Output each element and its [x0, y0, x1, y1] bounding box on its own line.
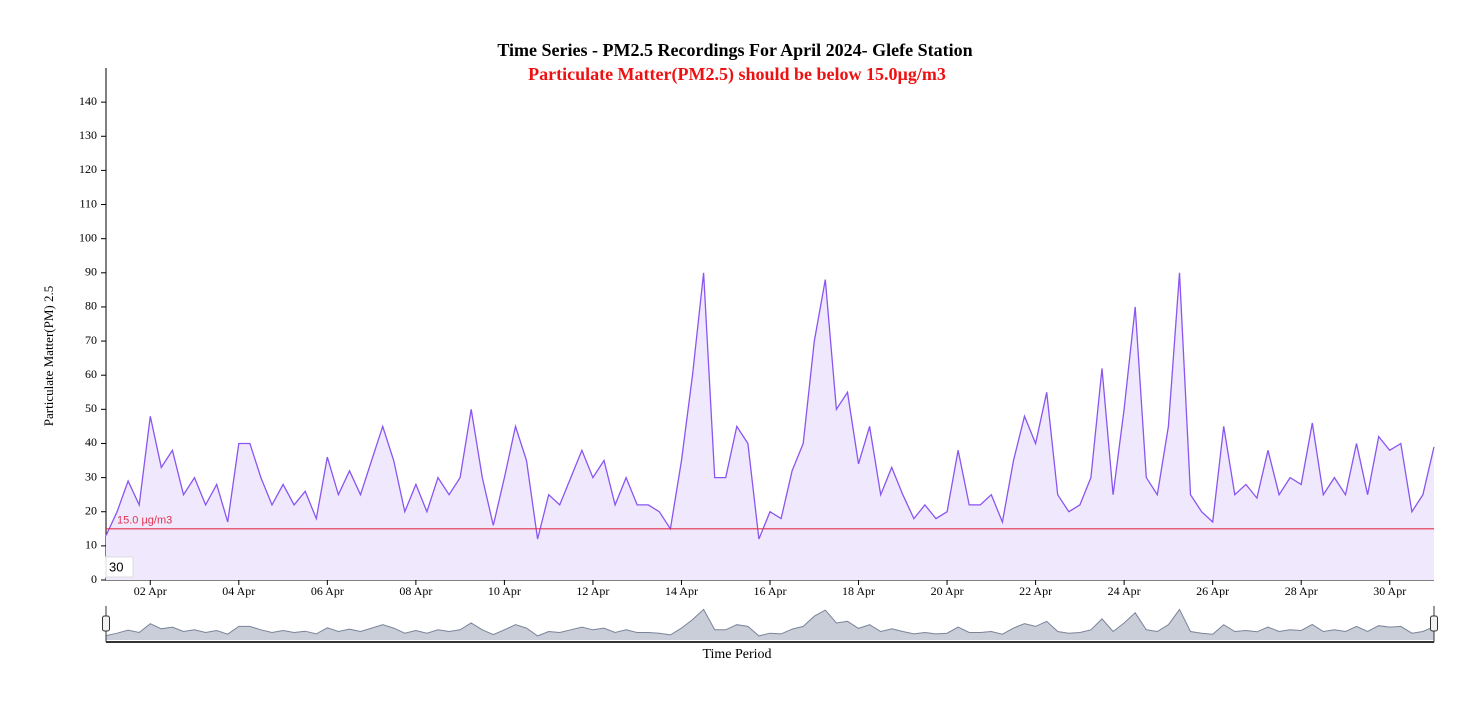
x-tick-label: 20 Apr	[931, 584, 964, 598]
chart-subtitle: Particulate Matter(PM2.5) should be belo…	[528, 64, 946, 85]
y-tick-label: 20	[85, 503, 97, 517]
y-tick-label: 10	[85, 538, 97, 552]
y-tick-label: 130	[79, 128, 97, 142]
y-tick-label: 80	[85, 299, 97, 313]
y-tick-label: 30	[85, 469, 97, 483]
y-tick-label: 110	[79, 196, 97, 210]
x-tick-label: 16 Apr	[754, 584, 787, 598]
y-tick-label: 70	[85, 333, 97, 347]
x-tick-label: 12 Apr	[576, 584, 609, 598]
x-tick-label: 10 Apr	[488, 584, 521, 598]
x-tick-label: 04 Apr	[222, 584, 255, 598]
y-tick-label: 100	[79, 230, 97, 244]
y-axis-label: Particulate Matter(PM) 2.5	[41, 286, 56, 426]
x-tick-label: 28 Apr	[1285, 584, 1318, 598]
y-tick-label: 140	[79, 94, 97, 108]
y-tick-label: 40	[85, 435, 97, 449]
y-tick-label: 90	[85, 265, 97, 279]
navigator-line	[105, 608, 1435, 637]
area-fill	[106, 272, 1434, 580]
navigator-handle[interactable]	[102, 615, 110, 632]
y-tick-label: 60	[85, 367, 97, 381]
chart-title: Time Series - PM2.5 Recordings For April…	[497, 40, 972, 60]
x-axis-label: Time Period	[702, 647, 771, 662]
x-tick-label: 24 Apr	[1108, 584, 1141, 598]
navigator-handle[interactable]	[1430, 615, 1438, 632]
x-tick-label: 26 Apr	[1196, 584, 1229, 598]
range-box-label: 30	[109, 559, 123, 574]
x-tick-label: 22 Apr	[1019, 584, 1052, 598]
x-tick-label: 06 Apr	[311, 584, 344, 598]
series-line	[105, 272, 1435, 540]
threshold-label: 15.0 µg/m3	[117, 515, 172, 527]
y-tick-label: 50	[85, 401, 97, 415]
x-tick-label: 30 Apr	[1373, 584, 1406, 598]
y-tick-label: 120	[79, 162, 97, 176]
x-tick-label: 14 Apr	[665, 584, 698, 598]
range-box	[105, 556, 134, 578]
navigator-area	[106, 609, 1434, 640]
y-tick-label: 0	[91, 572, 97, 586]
x-tick-label: 08 Apr	[399, 584, 432, 598]
x-tick-label: 02 Apr	[134, 584, 167, 598]
x-tick-label: 18 Apr	[842, 584, 875, 598]
